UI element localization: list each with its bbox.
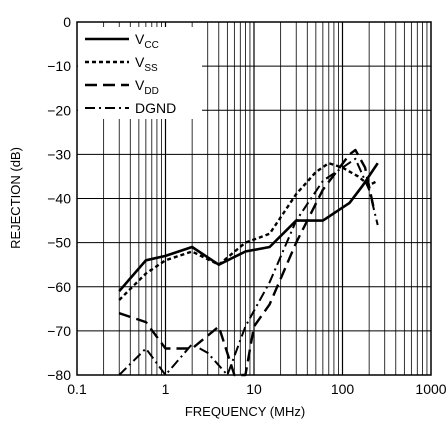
legend-background xyxy=(78,27,202,119)
series-line-vdd xyxy=(118,148,376,377)
x-tick-label: 1000 xyxy=(415,381,446,397)
plot-frame xyxy=(76,21,432,376)
x-tick-label: 1 xyxy=(162,381,170,397)
y-tick-label: −40 xyxy=(47,191,71,207)
series-line-dgnd xyxy=(118,157,379,376)
tick-labels: 0 −10 −20 −30 −40 −50 −60 −70 −800.1 1 10 100 1000 xyxy=(47,14,447,397)
series-line-vcc xyxy=(118,162,379,293)
x-axis-title: FREQUENCY (MHz) xyxy=(185,404,305,419)
x-tick-label: 10 xyxy=(246,381,262,397)
series-line-vss xyxy=(118,161,379,301)
y-tick-label: −20 xyxy=(47,102,71,118)
y-tick-label: 0 xyxy=(63,14,71,30)
y-axis-title: REJECTION (dB) xyxy=(8,147,23,249)
y-tick-label: −80 xyxy=(47,367,71,383)
series-lines xyxy=(118,148,379,377)
y-tick-label: −30 xyxy=(47,146,71,162)
x-tick-label: 0.1 xyxy=(67,381,87,397)
y-tick-label: −60 xyxy=(47,279,71,295)
y-tick-label: −50 xyxy=(47,235,71,251)
y-tick-label: −70 xyxy=(47,323,71,339)
y-tick-label: −10 xyxy=(47,58,71,74)
legend-label-dgnd: DGND xyxy=(135,100,176,116)
x-tick-label: 100 xyxy=(331,381,355,397)
